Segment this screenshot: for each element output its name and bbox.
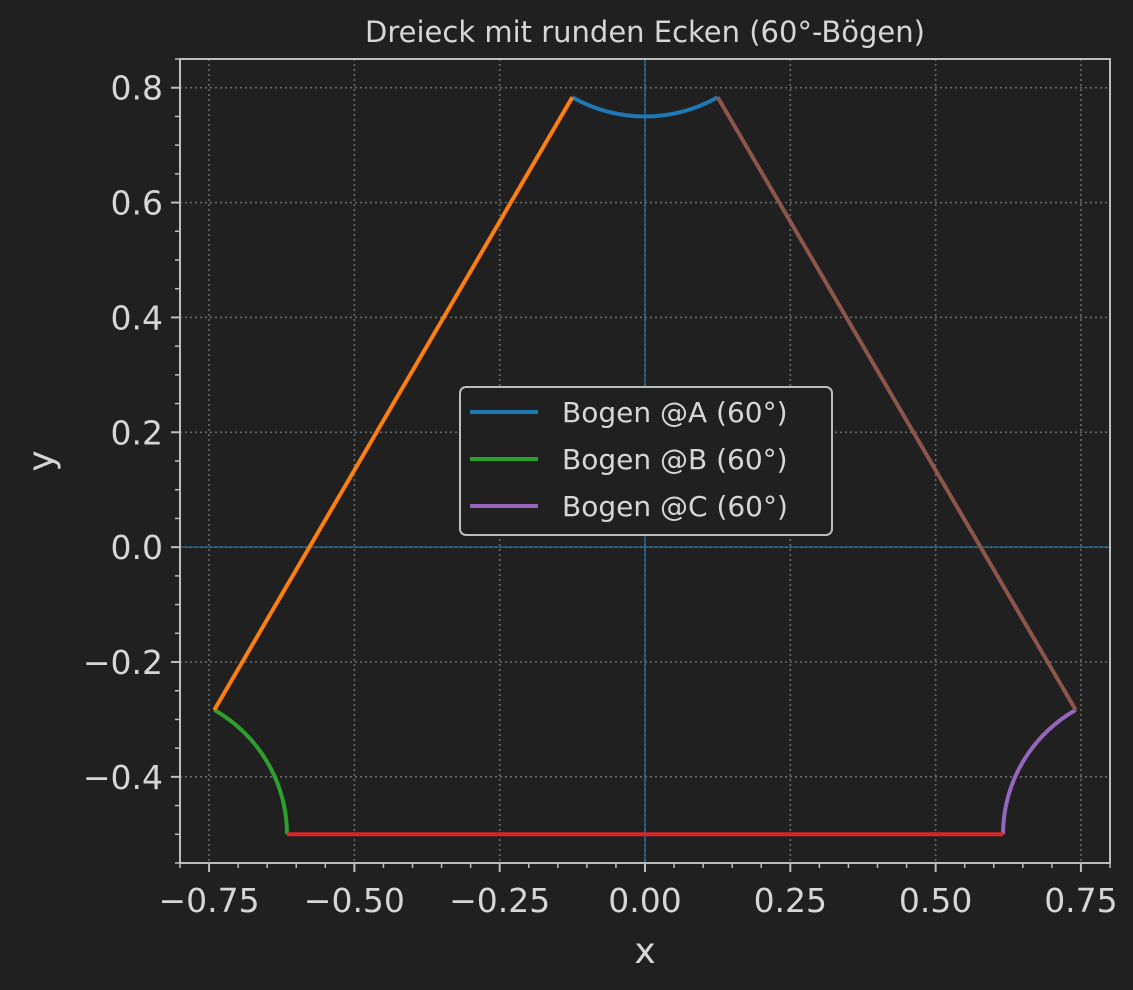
segment-series-line: [715, 96, 1078, 711]
y-tick-label: −0.2: [83, 643, 163, 682]
x-axis-label: x: [634, 931, 655, 972]
chart-title: Dreieck mit runden Ecken (60°-Bögen): [365, 15, 925, 49]
plot-lines: [212, 95, 1078, 837]
x-tick-label: −0.50: [304, 881, 405, 920]
y-tick-label: 0.0: [111, 528, 163, 567]
y-tick-label: 0.6: [111, 184, 163, 223]
x-tick-label: 0.75: [1044, 881, 1117, 920]
x-tick-label: 0.25: [754, 881, 827, 920]
y-tick-label: −0.4: [83, 758, 163, 797]
arc-series-line: [213, 708, 289, 835]
x-tick-label: −0.25: [449, 881, 550, 920]
arc-series-line: [571, 95, 719, 119]
legend-label: Bogen @C (60°): [562, 490, 788, 523]
y-tick-labels: −0.4 −0.2 0.0 0.2 0.4 0.6 0.8: [83, 69, 163, 797]
legend-label: Bogen @A (60°): [562, 396, 788, 429]
y-tick-label: 0.2: [111, 413, 163, 452]
x-tick-label: 0.00: [608, 881, 681, 920]
segment-series-line: [212, 96, 575, 711]
x-tick-labels: −0.75 −0.50 −0.25 0.00 0.25 0.50 0.75: [158, 881, 1117, 920]
x-tick-label: −0.75: [158, 881, 259, 920]
legend-box: [459, 386, 833, 536]
legend-label: Bogen @B (60°): [562, 443, 788, 476]
y-axis-label: y: [21, 450, 62, 471]
y-tick-label: 0.4: [111, 298, 163, 337]
x-tick-label: 0.50: [899, 881, 972, 920]
axis-ticks: [171, 58, 1111, 872]
arc-series-line: [1001, 708, 1077, 835]
y-tick-label: 0.8: [111, 69, 163, 108]
legend: Bogen @A (60°) Bogen @B (60°) Bogen @C (60…: [459, 386, 833, 536]
